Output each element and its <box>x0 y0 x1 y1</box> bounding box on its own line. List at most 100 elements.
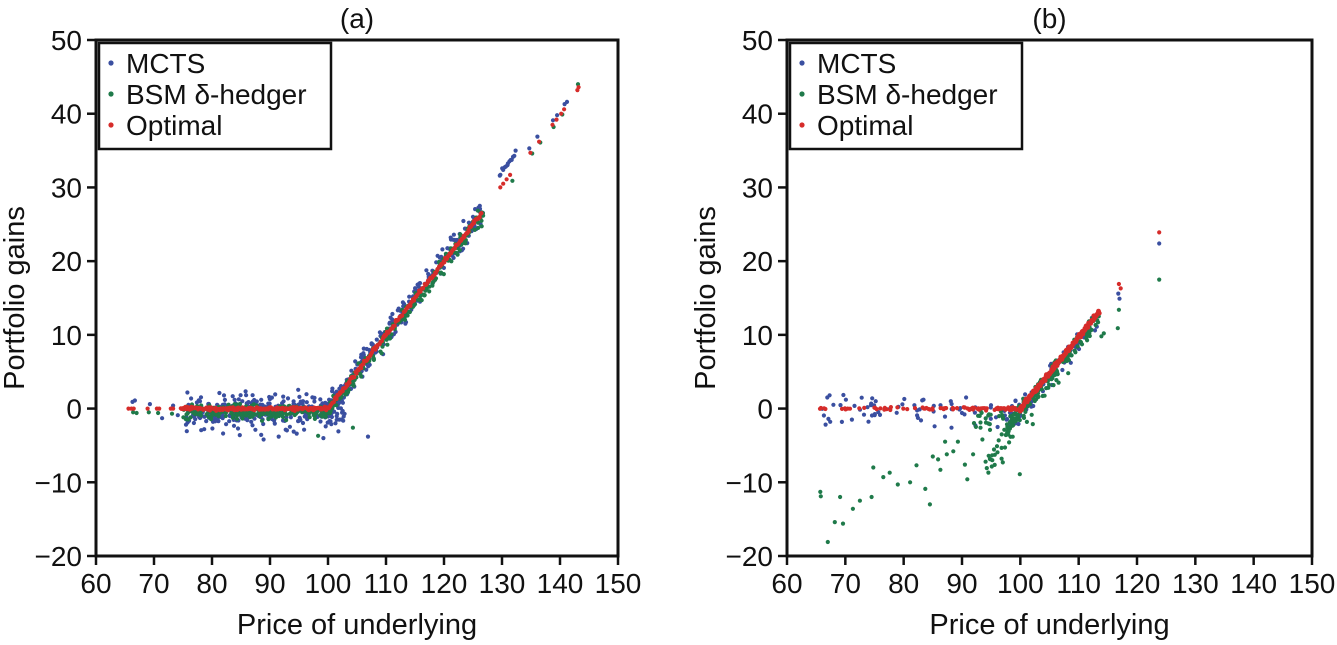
scatter-point <box>312 399 317 404</box>
scatter-point <box>134 410 139 416</box>
scatter-point <box>327 419 332 424</box>
scatter-point <box>950 405 955 411</box>
scatter-point <box>202 427 207 432</box>
scatter-point <box>930 407 935 412</box>
scatter-point <box>972 410 978 415</box>
scatter-point <box>1002 427 1007 432</box>
scatter-point <box>208 417 214 422</box>
scatter-point <box>857 498 863 503</box>
scatter-point <box>340 410 345 415</box>
scatter-point <box>821 413 827 418</box>
legend-frame <box>97 41 333 151</box>
scatter-point <box>995 450 1000 455</box>
scatter-point <box>217 390 222 396</box>
scatter-point <box>1115 326 1120 331</box>
scatter-point <box>184 429 189 434</box>
scatter-point <box>564 99 570 104</box>
scatter-point <box>973 424 979 429</box>
scatter-point <box>323 424 328 429</box>
scatter-point <box>169 411 175 416</box>
scatter-point <box>304 415 309 420</box>
scatter-point <box>131 406 136 411</box>
scatter-point <box>417 297 422 302</box>
x-tick-label: 100 <box>305 568 352 599</box>
scatter-point <box>276 434 281 439</box>
axis-frame <box>785 38 1314 558</box>
scatter-point <box>281 399 286 404</box>
scatter-point <box>1007 440 1012 445</box>
scatter-point <box>986 470 991 475</box>
bsm-hedger-legend-dot-icon <box>108 91 114 97</box>
legend-item-mcts: MCTS <box>108 48 205 79</box>
scatter-point <box>962 462 968 467</box>
scatter-point <box>267 401 272 406</box>
scatter-point <box>297 415 302 420</box>
legend-item-label: BSM δ-hedger <box>126 79 307 110</box>
scatter-point <box>997 414 1002 419</box>
scatter-point <box>827 393 832 398</box>
scatter-point <box>157 406 162 411</box>
scatter-point <box>458 232 463 237</box>
scatter-point <box>350 425 355 430</box>
scatter-point <box>243 389 248 394</box>
scatter-point <box>421 285 426 291</box>
scatter-point <box>321 436 326 441</box>
scatter-point <box>1065 356 1070 361</box>
scatter-point <box>895 405 900 410</box>
scatter-point <box>367 362 372 367</box>
scatter-point <box>236 397 241 402</box>
x-tick-label: 90 <box>946 568 977 599</box>
scatter-point <box>210 426 215 431</box>
scatter-point <box>222 397 227 402</box>
scatter-point <box>454 250 459 255</box>
scatter-point <box>232 397 237 402</box>
optimal-legend-dot-icon <box>108 122 114 128</box>
scatter-point <box>365 434 371 439</box>
scatter-point <box>270 410 276 415</box>
y-tick-label: 0 <box>66 394 82 425</box>
scatter-point <box>866 419 871 424</box>
scatter-point <box>936 457 941 462</box>
scatter-point <box>259 397 264 402</box>
scatter-point <box>831 402 836 407</box>
subplot-title: (a) <box>340 3 374 34</box>
scatter-point <box>1092 328 1098 333</box>
mcts-legend-dot-icon <box>799 60 805 66</box>
scatter-point <box>843 397 849 402</box>
y-tick-label: 40 <box>51 99 82 130</box>
scatter-point <box>878 406 883 411</box>
bsm-hedger-legend-dot-icon <box>799 91 805 97</box>
scatter-point <box>942 414 948 419</box>
scatter-point <box>1010 405 1016 410</box>
y-tick-label: 0 <box>757 394 773 425</box>
axis-tick-labels: 60 70 80 90 100 110 120 130 140 150 −20 −10 0 10 20 30 4… <box>726 25 1336 599</box>
scatter-point <box>253 427 258 432</box>
scatter-point <box>401 317 406 322</box>
scatter-point <box>1060 367 1065 373</box>
scatter-point <box>175 413 180 418</box>
scatter-point <box>513 148 518 153</box>
scatter-point <box>508 172 513 177</box>
scatter-point <box>335 411 340 416</box>
scatter-point <box>318 419 323 424</box>
scatter-point <box>988 416 993 421</box>
scatter-point <box>905 407 910 412</box>
scatter-point <box>438 270 444 275</box>
scatter-point <box>244 413 249 418</box>
scatter-point <box>967 407 972 412</box>
scatter-point <box>330 389 335 394</box>
scatter-point <box>379 351 384 356</box>
scatter-point <box>1002 445 1008 450</box>
scatter-point <box>285 396 291 401</box>
scatter-point <box>902 396 907 402</box>
scatter-point <box>869 413 875 418</box>
legend-item-label: Optimal <box>126 110 222 141</box>
scatter-point <box>1096 320 1101 325</box>
scatter-point <box>273 392 278 397</box>
legend-frame <box>788 41 1024 151</box>
scatter-point <box>1013 398 1018 404</box>
scatter-point <box>387 321 392 326</box>
y-tick-label: 40 <box>742 99 773 130</box>
scatter-point <box>510 178 515 183</box>
scatter-point <box>369 341 374 346</box>
